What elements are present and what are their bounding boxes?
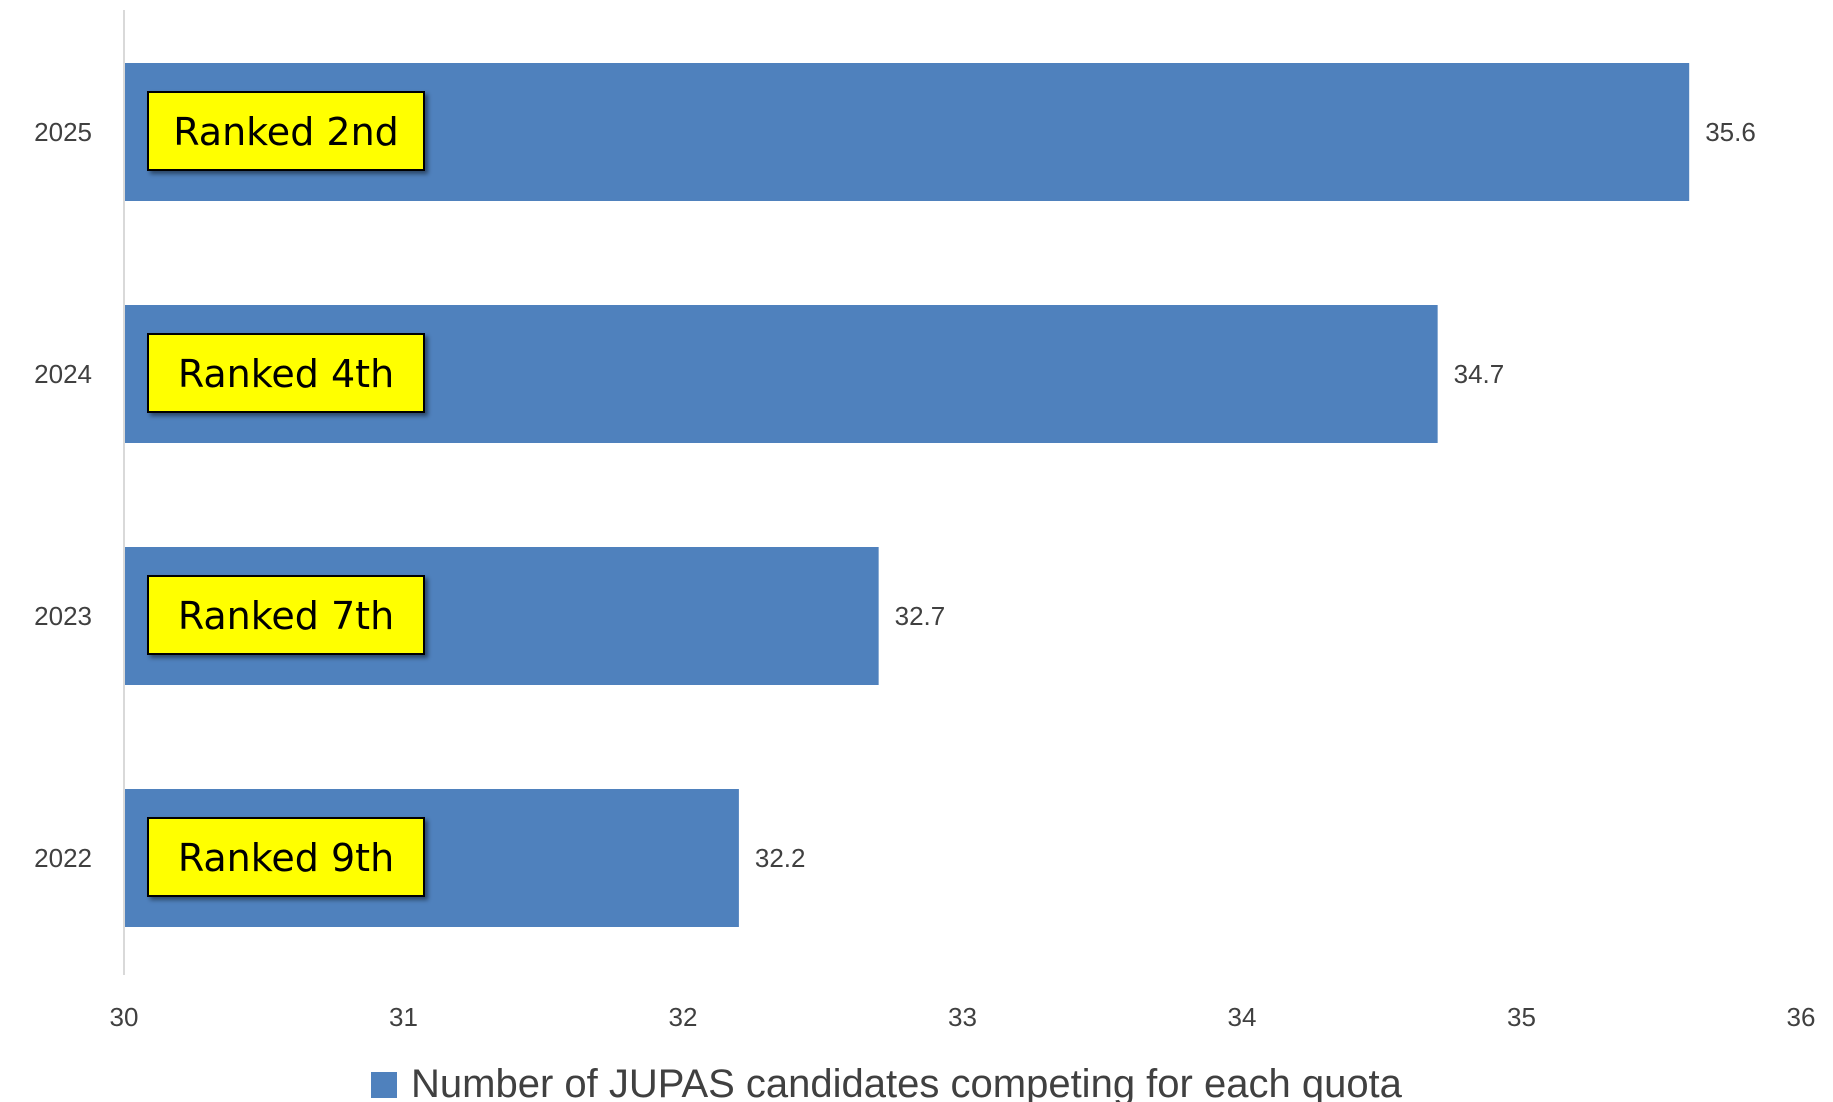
data-label-2023: 32.7	[895, 601, 946, 631]
rank-box-2025	[147, 91, 425, 171]
annotations-layer: Ranked 2nd Ranked 4th Ranked 7th Ranked 9th	[147, 91, 425, 897]
bars-layer	[124, 63, 1690, 927]
data-label-2024: 34.7	[1454, 359, 1505, 389]
legend-label: Number of JUPAS candidates competing for…	[411, 1062, 1403, 1102]
legend-swatch	[371, 1072, 397, 1098]
category-label-2024: 2024	[34, 359, 92, 389]
rank-text-2025: Ranked 2nd	[173, 110, 399, 154]
x-tick-label-33: 33	[948, 1002, 977, 1032]
category-label-2022: 2022	[34, 843, 92, 873]
category-label-2025: 2025	[34, 117, 92, 147]
x-tick-label-32: 32	[669, 1002, 698, 1032]
rank-annotation-2023: Ranked 7th	[147, 575, 425, 655]
rank-text-2023: Ranked 7th	[178, 594, 394, 638]
x-tick-label-36: 36	[1787, 1002, 1816, 1032]
x-tick-label-31: 31	[389, 1002, 418, 1032]
x-tick-label-34: 34	[1228, 1002, 1257, 1032]
rank-box-2022	[147, 817, 425, 897]
data-label-2025: 35.6	[1705, 117, 1756, 147]
rank-text-2024: Ranked 4th	[178, 352, 394, 396]
rank-annotation-2025: Ranked 2nd	[147, 91, 425, 171]
rank-box-2024	[147, 333, 425, 413]
category-label-2023: 2023	[34, 601, 92, 631]
labels-layer: 2025 35.6 2024 34.7 2023 32.7 2022 32.2 30 31 32 33…	[34, 117, 1815, 1032]
legend: Number of JUPAS candidates competing for…	[371, 1062, 1403, 1102]
rank-annotation-2024: Ranked 4th	[147, 333, 425, 413]
x-tick-label-30: 30	[110, 1002, 139, 1032]
x-tick-label-35: 35	[1507, 1002, 1536, 1032]
rank-annotation-2022: Ranked 9th	[147, 817, 425, 897]
data-label-2022: 32.2	[755, 843, 806, 873]
rank-text-2022: Ranked 9th	[178, 836, 394, 880]
rank-box-2023	[147, 575, 425, 655]
